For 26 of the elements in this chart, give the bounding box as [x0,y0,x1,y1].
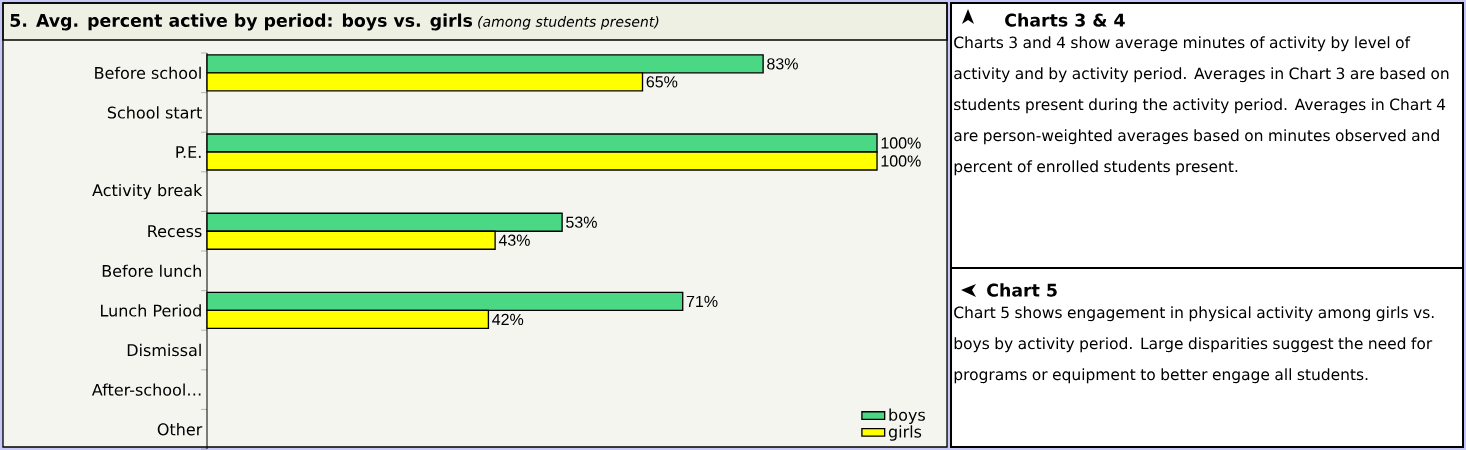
caption: Chart 5 shows engagement in physical activity among girls vs. boys by activity period. Large disparities suggest the need for programs or equipment to better engage all students. [954,306,1434,384]
text: Charts 3 & 4 [1005,13,1125,27]
legend-label: girls [888,425,922,441]
y-tick-label: After-school… [91,383,201,396]
y-tick-label: Recess [148,225,202,238]
data-label: 71% [686,295,718,307]
y-tick-label: Lunch Period [101,304,201,317]
y-tick-label: Activity break [92,183,203,200]
y-tick-label: Before school [95,66,201,80]
data-label: 42% [492,313,524,326]
y-tick-label: P.E. [176,146,201,158]
text: Chart 5 [987,283,1057,297]
y-tick-label: School start [107,106,202,119]
chart-title: 5. Avg. percent active by period: boys vs. girls [10,13,473,31]
data-label: 100% [881,137,921,149]
legend-label: boys [889,408,925,424]
data-label: 43% [498,234,530,246]
text: Charts 3 and 4 show average minutes of activity by level of activity and by activity period. Averages in Chart 3 are based on students present during the activity period. Averages in Chart 4 are person-weighted averages based on minutes observed and percent of enrolled students present. [954,36,1449,176]
chart-subtitle: (among students present) [478,16,659,30]
y-tick-label: Other [157,423,203,436]
data-label: 83% [767,58,798,70]
data-label: 65% [646,76,678,88]
y-tick-label: Dismissal [127,343,201,357]
data-label: 100% [881,155,921,167]
data-label: 53% [566,216,597,228]
y-tick-label: Before lunch [102,264,201,278]
